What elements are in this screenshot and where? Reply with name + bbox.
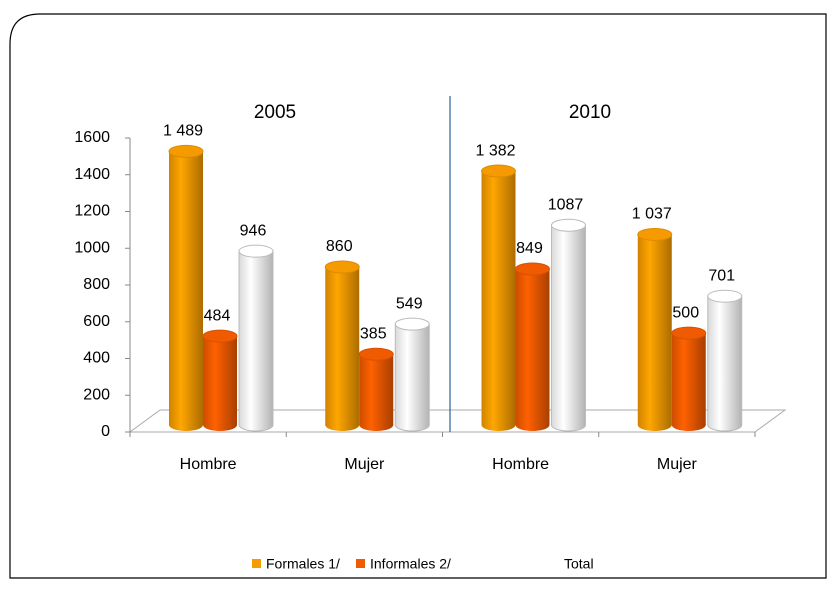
bar-body	[707, 296, 742, 425]
bar	[202, 329, 238, 431]
bar	[551, 218, 586, 432]
bar	[324, 260, 360, 431]
x-tick-label: Mujer	[344, 456, 385, 473]
y-tick-label: 200	[83, 386, 110, 403]
bar	[481, 164, 516, 431]
bar-top	[551, 218, 586, 232]
bar	[671, 326, 707, 431]
value-label: 385	[360, 325, 387, 342]
x-tick-label: Hombre	[180, 456, 237, 473]
y-tick-label: 1600	[74, 129, 110, 146]
value-label: 500	[672, 304, 699, 321]
legend-swatch	[252, 559, 261, 568]
value-label: 849	[516, 240, 543, 257]
y-tick-label: 800	[83, 276, 110, 293]
bar-top	[707, 289, 743, 303]
value-label: 701	[708, 267, 735, 284]
bar-body	[203, 336, 237, 425]
bar-top	[358, 347, 394, 361]
bar	[394, 317, 430, 432]
bar-body	[239, 251, 273, 425]
bar	[238, 244, 274, 432]
value-label: 1 489	[163, 123, 203, 140]
bar	[707, 289, 743, 432]
frame	[9, 13, 827, 579]
bar	[515, 262, 550, 431]
y-tick-label: 1000	[74, 239, 110, 256]
value-label: 1 037	[632, 206, 672, 223]
bar-body	[169, 151, 203, 426]
group-label: 2010	[569, 102, 611, 123]
value-label: 549	[396, 295, 423, 312]
bar-body	[515, 268, 550, 425]
value-label: 1 382	[475, 142, 515, 159]
bar-body	[551, 225, 586, 425]
bar-top	[238, 244, 274, 258]
bar-top	[637, 227, 673, 241]
x-tick-label: Hombre	[492, 456, 549, 473]
legend-label: Formales 1/	[266, 556, 340, 572]
y-tick-label: 400	[83, 350, 110, 367]
value-label: 484	[204, 307, 231, 324]
bar-top	[515, 262, 550, 276]
x-tick-label: Mujer	[657, 456, 698, 473]
value-label: 1087	[548, 196, 584, 213]
y-tick-label: 1200	[74, 203, 110, 220]
floor	[128, 409, 787, 433]
bar	[168, 144, 204, 431]
bar-body	[671, 333, 706, 425]
y-tick-label: 0	[101, 423, 110, 440]
y-tick-label: 600	[83, 313, 110, 330]
bar-top	[481, 164, 516, 178]
bar-body	[637, 234, 672, 425]
bar-body	[359, 354, 394, 425]
legend-label: Total	[564, 556, 594, 572]
value-label: 946	[240, 222, 267, 239]
bar-body	[481, 171, 516, 425]
group-label: 2005	[254, 102, 296, 123]
y-tick-label: 1400	[74, 166, 110, 183]
bar-top	[168, 144, 204, 158]
legend-label: Informales 2/	[370, 556, 451, 572]
bar	[637, 227, 673, 431]
value-label: 860	[326, 238, 353, 255]
bar-top	[394, 317, 430, 331]
legend-swatch	[549, 558, 560, 569]
bar-top	[671, 326, 707, 340]
bar-top	[324, 260, 360, 274]
bar-top	[202, 329, 238, 343]
bar	[358, 347, 394, 431]
bar-body	[325, 266, 360, 425]
bar-body	[395, 324, 430, 425]
legend-swatch	[356, 559, 365, 568]
